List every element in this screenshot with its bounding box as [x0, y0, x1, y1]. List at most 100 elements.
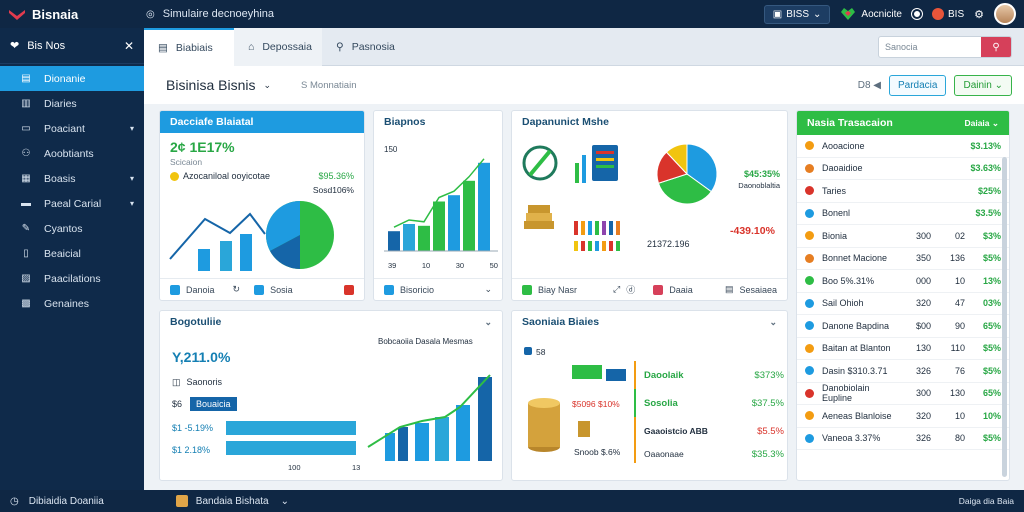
- tab-biabiais[interactable]: ▤ Biabiais: [144, 28, 234, 66]
- bis-button[interactable]: ▣ BISS ⌄: [763, 4, 831, 24]
- table-row[interactable]: Daoaidioe $3.63%: [797, 158, 1009, 180]
- table-row[interactable]: Boo 5%.31% 000 10 13%: [797, 270, 1009, 293]
- table-row[interactable]: Danone Bapdina $00 90 65%: [797, 315, 1009, 338]
- chevron-down-icon[interactable]: ⌄: [263, 79, 272, 90]
- row-name: Vaneoa 3.37%: [822, 433, 881, 444]
- shield-heart-icon: [841, 8, 856, 20]
- table-row[interactable]: Bonnet Macione 350 136 $5%: [797, 248, 1009, 270]
- table-row[interactable]: Aeneas Blanloise 320 10 10%: [797, 405, 1009, 428]
- row-value-a: 350: [915, 253, 931, 264]
- table-row[interactable]: Aooacione $3.13%: [797, 135, 1009, 158]
- dainin-button[interactable]: Dainin ⌄: [954, 74, 1012, 96]
- breadcrumb[interactable]: S Monnatiain: [301, 79, 357, 91]
- row-name: Dasin $310.3.71: [822, 365, 888, 376]
- card-value: Y,211.0%: [172, 349, 231, 365]
- left-value-1: $5096 $10%: [572, 399, 620, 409]
- table-row[interactable]: Danobiolain Eupline 300 130 65%: [797, 383, 1009, 405]
- sidebar-item-label: Aoobtiants: [44, 147, 94, 160]
- pie-chart: [656, 143, 718, 205]
- alert-icon[interactable]: [344, 284, 354, 295]
- status-dot-icon: [805, 321, 814, 331]
- illustration-gauge-icon: [522, 145, 618, 229]
- expand-icon[interactable]: ⤢: [613, 284, 621, 294]
- row-value-a: $00: [915, 320, 931, 331]
- table-row[interactable]: Vaneoa 3.37% 326 80 $5%: [797, 428, 1009, 450]
- sidebar-item-aoobtiants[interactable]: ⚇ Aoobtiants: [0, 141, 144, 166]
- chevron-down-icon[interactable]: ⌄: [769, 316, 777, 327]
- table-row[interactable]: Baitan at Blanton 130 110 $5%: [797, 338, 1009, 360]
- footer-label[interactable]: Daaia: [669, 284, 693, 295]
- footer-label[interactable]: Bisoricio: [400, 284, 435, 295]
- card-tag[interactable]: Bouaicia: [190, 397, 237, 411]
- overview-chart: [169, 201, 334, 271]
- chevron-down-icon[interactable]: ⌄: [484, 284, 492, 294]
- sidebar-item-cyantos[interactable]: ✎ Cyantos: [0, 216, 144, 241]
- list-tab[interactable]: Daiaia ⌄: [964, 117, 999, 128]
- bar: [478, 162, 490, 251]
- row-name: Daoaidioe: [822, 163, 863, 174]
- list-item[interactable]: Sosolia $37.5%: [634, 389, 784, 417]
- row-value-c: 13%: [982, 275, 1001, 286]
- search-button[interactable]: ⚲: [981, 37, 1011, 57]
- x-tick: 39: [388, 261, 397, 270]
- table-row[interactable]: Sail Ohioh 320 47 03%: [797, 293, 1009, 315]
- sidebar-item-beaicial[interactable]: ▯ Beaicial: [0, 241, 144, 266]
- search-input[interactable]: Sanocia: [885, 42, 918, 52]
- footer-label[interactable]: Sosia: [270, 284, 293, 295]
- brand[interactable]: Bisnaia: [0, 7, 140, 22]
- search-box[interactable]: Sanocia ⚲: [878, 36, 1012, 58]
- status-dot-icon: [805, 366, 814, 376]
- s-label: $6: [172, 399, 183, 409]
- avatar[interactable]: [994, 3, 1016, 25]
- overview-card-header: Dacciafe Blaiatal: [160, 111, 364, 133]
- r1-value: -5.19%: [184, 423, 214, 433]
- sidebar-item-diaries[interactable]: ▥ Diaries: [0, 91, 144, 116]
- close-icon[interactable]: ✕: [123, 38, 134, 53]
- list-item[interactable]: Oaaonaae $35.3%: [634, 445, 784, 463]
- footer-label[interactable]: Danoia: [186, 284, 215, 295]
- scrollbar[interactable]: [1002, 157, 1007, 477]
- sidebar-item-boasis[interactable]: ▦ Boasis ▾: [0, 166, 144, 191]
- app-title-text: Simulaire decnoeyhina: [162, 8, 275, 20]
- sidebar-item-label: Diaries: [44, 97, 77, 110]
- chevron-down-icon[interactable]: ⌄: [280, 495, 290, 507]
- sidebar-item-poaciant[interactable]: ▭ Poaciant ▾: [0, 116, 144, 141]
- chevron-down-icon[interactable]: ⌄: [484, 316, 492, 327]
- row-value-c: $5%: [982, 253, 1001, 264]
- tab-depossaia[interactable]: ⌂ Depossaia: [234, 28, 322, 66]
- badge-group[interactable]: BIS: [932, 8, 964, 20]
- user-label: Aocnicite: [861, 8, 902, 20]
- pardacia-button[interactable]: Pardacia: [889, 74, 947, 96]
- notification-icon[interactable]: [911, 8, 923, 20]
- file-icon: [254, 284, 265, 295]
- sidebar-item-genaines[interactable]: ▩ Genaines: [0, 291, 144, 316]
- table-row[interactable]: Dasin $310.3.71 326 76 $5%: [797, 360, 1009, 383]
- sidebar-item-dionanie[interactable]: ▤ Dionanie: [0, 66, 144, 91]
- title-bar: Bisinisa Bisnis ⌄ S Monnatiain D8 ◀ Pard…: [144, 66, 1024, 104]
- settings-icon[interactable]: ⚙: [974, 8, 984, 21]
- row-value-c: $5%: [982, 365, 1001, 376]
- refresh-icon[interactable]: ↻: [232, 284, 241, 294]
- left-value-2: Snoob $.6%: [574, 447, 621, 457]
- tab-pasnosia[interactable]: ⚲ Pasnosia: [322, 28, 422, 66]
- footer-label[interactable]: Sesaiaea: [739, 284, 777, 295]
- status-dot-icon: [805, 163, 814, 173]
- table-row[interactable]: Taries $25%: [797, 180, 1009, 203]
- list-item[interactable]: Daoolaik $373%: [634, 361, 784, 389]
- sidebar-item-paacilations[interactable]: ▨ Paacilations: [0, 266, 144, 291]
- sidebar-item-label: Paacilations: [44, 272, 101, 285]
- bogotuliie-card: Bogotuliie ⌄ Bobcaoiia Dasala Mesmas Y,21…: [159, 310, 503, 481]
- table-row[interactable]: Bonenl $3.5%: [797, 203, 1009, 225]
- table-row[interactable]: Bionia 300 02 $3%: [797, 225, 1009, 248]
- status-mid[interactable]: Bandaia Bishata: [195, 495, 269, 507]
- sidebar-item-paeal-carial[interactable]: ▬ Paeal Carial ▾: [0, 191, 144, 216]
- row-value-b: 10: [954, 410, 965, 421]
- status-dot-icon: [805, 208, 814, 218]
- brand-name: Bisnaia: [32, 6, 79, 22]
- info-icon[interactable]: ⓓ: [626, 285, 636, 295]
- user-menu[interactable]: Aocnicite: [840, 7, 902, 21]
- list-item[interactable]: Gaaoistcio ABB $5.5%: [634, 417, 784, 445]
- bar: [403, 224, 415, 251]
- sidebar-item-label: Genaines: [44, 297, 89, 310]
- footer-label[interactable]: Biay Nasr: [538, 284, 578, 295]
